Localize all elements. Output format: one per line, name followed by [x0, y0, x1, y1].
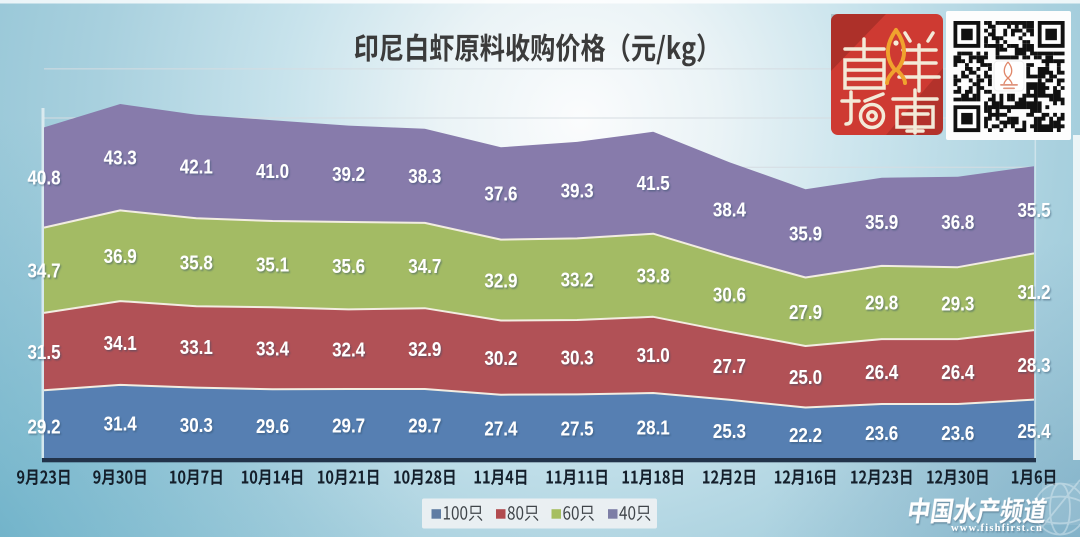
svg-text:38.3: 38.3 — [408, 165, 441, 188]
svg-text:27.4: 27.4 — [484, 417, 518, 440]
svg-text:43.3: 43.3 — [104, 146, 137, 169]
svg-text:38.4: 38.4 — [713, 198, 747, 221]
svg-text:35.5: 35.5 — [1017, 199, 1050, 222]
svg-text:36.9: 36.9 — [104, 245, 137, 268]
svg-text:33.4: 33.4 — [256, 337, 290, 360]
svg-text:35.6: 35.6 — [332, 255, 365, 278]
svg-text:39.3: 39.3 — [561, 179, 594, 202]
svg-text:31.2: 31.2 — [1017, 281, 1050, 304]
svg-text:25.0: 25.0 — [789, 366, 822, 389]
svg-text:29.7: 29.7 — [332, 414, 365, 437]
svg-text:27.9: 27.9 — [789, 301, 822, 324]
svg-text:25.3: 25.3 — [713, 420, 746, 443]
svg-text:27.7: 27.7 — [713, 355, 746, 378]
svg-text:30.6: 30.6 — [713, 283, 746, 306]
svg-text:30.3: 30.3 — [561, 346, 594, 369]
svg-text:35.8: 35.8 — [180, 251, 213, 274]
svg-text:29.3: 29.3 — [941, 292, 974, 315]
svg-text:42.1: 42.1 — [180, 155, 213, 178]
svg-text:30.2: 30.2 — [484, 346, 517, 369]
svg-text:27.5: 27.5 — [561, 417, 594, 440]
svg-text:31.4: 31.4 — [104, 412, 138, 435]
svg-text:29.2: 29.2 — [27, 415, 60, 438]
svg-text:29.7: 29.7 — [408, 414, 441, 437]
svg-text:34.1: 34.1 — [104, 332, 137, 355]
svg-text:41.0: 41.0 — [256, 159, 289, 182]
svg-text:40.8: 40.8 — [27, 166, 60, 189]
svg-text:41.5: 41.5 — [637, 172, 670, 195]
svg-text:23.6: 23.6 — [865, 422, 898, 445]
svg-text:35.1: 35.1 — [256, 253, 289, 276]
svg-text:33.2: 33.2 — [561, 268, 594, 291]
svg-text:39.2: 39.2 — [332, 163, 365, 186]
svg-text:23.6: 23.6 — [941, 422, 974, 445]
svg-text:28.3: 28.3 — [1017, 354, 1050, 377]
svg-text:34.7: 34.7 — [27, 259, 60, 282]
svg-text:26.4: 26.4 — [865, 360, 899, 383]
svg-text:www.fishfirst.cn: www.fishfirst.cn — [951, 523, 1043, 534]
svg-text:32.9: 32.9 — [408, 337, 441, 360]
svg-text:28.1: 28.1 — [637, 416, 670, 439]
svg-text:34.7: 34.7 — [408, 254, 441, 277]
svg-text:29.8: 29.8 — [865, 291, 898, 314]
svg-text:33.8: 33.8 — [637, 264, 670, 287]
svg-text:31.5: 31.5 — [27, 340, 60, 363]
svg-text:33.1: 33.1 — [180, 336, 213, 359]
svg-text:35.9: 35.9 — [865, 211, 898, 234]
svg-text:25.4: 25.4 — [1017, 420, 1051, 443]
svg-text:26.4: 26.4 — [941, 360, 975, 383]
svg-text:32.9: 32.9 — [484, 269, 517, 292]
svg-text:35.9: 35.9 — [789, 222, 822, 245]
svg-text:30.3: 30.3 — [180, 414, 213, 437]
svg-text:37.6: 37.6 — [484, 182, 517, 205]
svg-text:32.4: 32.4 — [332, 338, 366, 361]
svg-text:22.2: 22.2 — [789, 424, 822, 447]
svg-text:36.8: 36.8 — [941, 211, 974, 234]
svg-text:31.0: 31.0 — [637, 344, 670, 367]
svg-text:29.6: 29.6 — [256, 414, 289, 437]
